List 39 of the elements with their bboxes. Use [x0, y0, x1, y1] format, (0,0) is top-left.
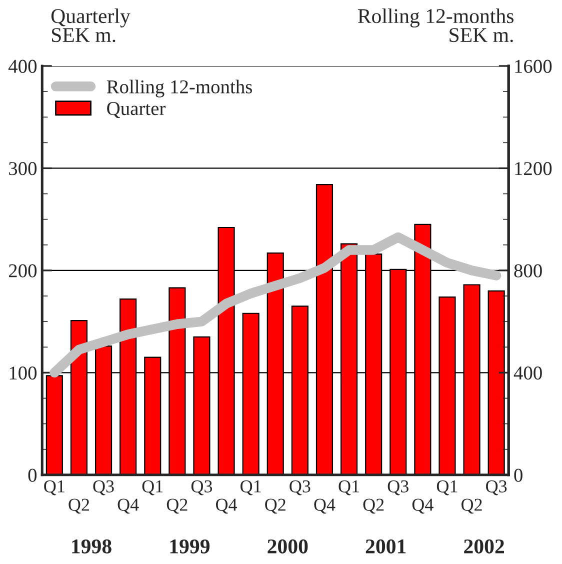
y2-tick-label: 400 [514, 366, 542, 380]
y2-tick-label: 1600 [515, 60, 552, 73]
x-tick-label: Q1 [44, 480, 64, 496]
y2-tick-label: 0 [514, 468, 522, 482]
y-tick-label: 100 [10, 366, 37, 380]
y2-axis-title: Rolling 12-months SEK m. [358, 8, 514, 42]
legend-label: Rolling 12-months [106, 80, 252, 98]
x-tick-label: Q1 [142, 480, 163, 496]
text: 2000 [268, 539, 308, 554]
text: 2002 [464, 539, 504, 554]
y-tick-label: 300 [9, 162, 37, 176]
x-tick-label: Q4 [412, 498, 434, 514]
x-tick-label: Q3 [486, 480, 507, 496]
bar [46, 375, 63, 475]
text: 1999 [170, 539, 210, 554]
text: 1998 [72, 539, 112, 554]
x-tick-label: Q3 [290, 480, 310, 496]
y-tick-label: 0 [28, 468, 37, 482]
x-tick-label: Q1 [338, 480, 359, 496]
x-tick-label: Q2 [166, 498, 188, 514]
y-tick-label: 200 [8, 264, 37, 278]
x-tick-label: Q4 [314, 498, 336, 514]
y-tick-label: 400 [8, 60, 37, 73]
x-tick-label: Q4 [118, 498, 139, 514]
y2-tick-label: 1200 [515, 162, 552, 176]
x-tick-label: Q4 [216, 498, 238, 514]
text: 2001 [366, 539, 406, 554]
y-axis-title: Quarterly SEK m. [51, 8, 130, 42]
x-tick-label: Q3 [388, 480, 408, 496]
y2-tick-label: 800 [514, 264, 542, 278]
x-tick-label: Q3 [93, 480, 114, 496]
x-tick-label: Q2 [363, 498, 384, 514]
x-tick-label: Q1 [436, 480, 458, 496]
x-tick-label: Q3 [191, 480, 212, 496]
x-tick-label: Q1 [240, 480, 261, 496]
legend-label: Quarter [107, 102, 166, 118]
x-tick-label: Q2 [68, 498, 90, 514]
x-tick-label: Q2 [461, 498, 482, 514]
x-tick-label: Q2 [265, 498, 286, 514]
